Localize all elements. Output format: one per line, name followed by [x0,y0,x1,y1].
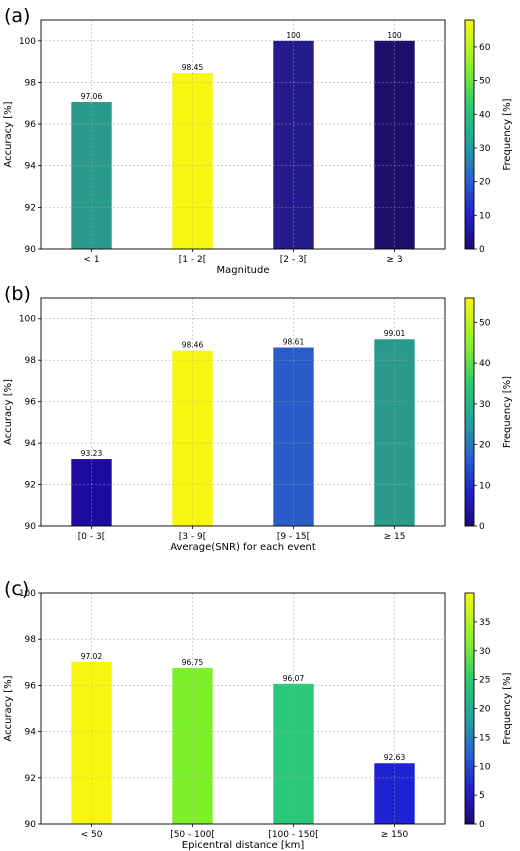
colorbar-tick-label: 40 [479,110,491,120]
colorbar [465,593,474,824]
y-tick-label: 92 [25,774,36,784]
colorbar-tick-label: 25 [479,676,490,686]
panel-letter: (a) [4,5,30,27]
y-tick-label: 90 [25,522,37,532]
x-tick-label: [50 - 100[ [170,830,215,840]
y-tick-label: 90 [25,820,37,830]
colorbar [465,298,474,526]
y-tick-label: 96 [25,120,37,130]
y-tick-label: 100 [19,589,36,599]
x-tick-label: [1 - 2[ [179,255,206,265]
data-label: 93.23 [81,449,103,458]
y-tick-label: 96 [25,398,37,408]
data-label: 96.75 [182,658,204,667]
y-axis-label: Accuracy [%] [3,675,14,741]
colorbar-tick-label: 30 [479,400,491,410]
x-axis-label: Magnitude [217,265,270,276]
x-tick-label: ≥ 3 [386,255,402,265]
x-tick-label: [9 - 15[ [277,532,310,542]
colorbar-tick-label: 15 [479,733,490,743]
y-tick-label: 90 [25,245,37,255]
colorbar-tick-label: 0 [479,522,485,532]
colorbar-tick-label: 10 [479,481,491,491]
y-tick-label: 100 [19,315,36,325]
x-tick-label: < 1 [83,255,99,265]
x-axis-label: Epicentral distance [km] [182,840,305,851]
data-label: 100 [286,31,301,40]
data-label: 97.02 [81,652,103,661]
x-tick-label: [3 - 9[ [179,532,206,542]
colorbar-tick-label: 0 [479,245,485,255]
data-label: 96.07 [283,674,305,683]
colorbar-tick-label: 10 [479,762,491,772]
colorbar-tick-label: 30 [479,144,491,154]
colorbar-frame [464,19,475,250]
colorbar-tick-label: 0 [479,820,485,830]
colorbar-frame [464,297,475,527]
panel-letter: (b) [4,283,31,305]
plot-frame [40,297,446,527]
colorbar-label: Frequency [%] [502,672,513,744]
y-axis-label: Accuracy [%] [3,101,14,167]
y-tick-label: 94 [25,162,37,172]
colorbar-label: Frequency [%] [502,376,513,448]
data-label: 99.01 [384,329,406,338]
data-label: 97.06 [81,92,103,101]
y-tick-label: 98 [25,78,37,88]
colorbar-tick-label: 35 [479,618,490,628]
colorbar-tick-label: 20 [479,705,491,715]
colorbar-tick-label: 10 [479,211,491,221]
colorbar [465,20,474,249]
data-label: 100 [387,31,402,40]
colorbar-tick-label: 40 [479,359,491,369]
panel-letter: (c) [4,578,29,600]
data-label: 98.46 [182,341,204,350]
y-tick-label: 94 [25,439,37,449]
data-label: 98.45 [182,63,204,72]
x-tick-label: < 50 [81,830,103,840]
x-tick-label: ≥ 150 [381,830,409,840]
colorbar-tick-label: 50 [479,318,491,328]
y-tick-label: 94 [25,728,37,738]
colorbar-tick-label: 30 [479,647,491,657]
colorbar-tick-label: 50 [479,77,491,87]
y-tick-label: 98 [25,356,37,366]
x-tick-label: [0 - 3[ [78,532,105,542]
colorbar-label: Frequency [%] [502,98,513,170]
x-axis-label: Average(SNR) for each event [170,542,316,553]
y-tick-label: 92 [25,481,36,491]
colorbar-tick-label: 60 [479,43,491,53]
data-label: 92.63 [384,753,406,762]
x-tick-label: [100 - 150[ [268,830,318,840]
y-tick-label: 98 [25,635,37,645]
colorbar-tick-label: 5 [479,791,485,801]
plot-frame [40,19,446,250]
colorbar-tick-label: 20 [479,441,491,451]
plot-frame [40,592,446,825]
y-axis-label: Accuracy [%] [3,379,14,445]
data-label: 98.61 [283,338,305,347]
x-tick-label: [2 - 3[ [280,255,307,265]
y-tick-label: 100 [19,37,36,47]
y-tick-label: 92 [25,203,36,213]
y-tick-label: 96 [25,681,37,691]
colorbar-tick-label: 20 [479,178,491,188]
bar [374,763,415,824]
x-tick-label: ≥ 15 [384,532,406,542]
